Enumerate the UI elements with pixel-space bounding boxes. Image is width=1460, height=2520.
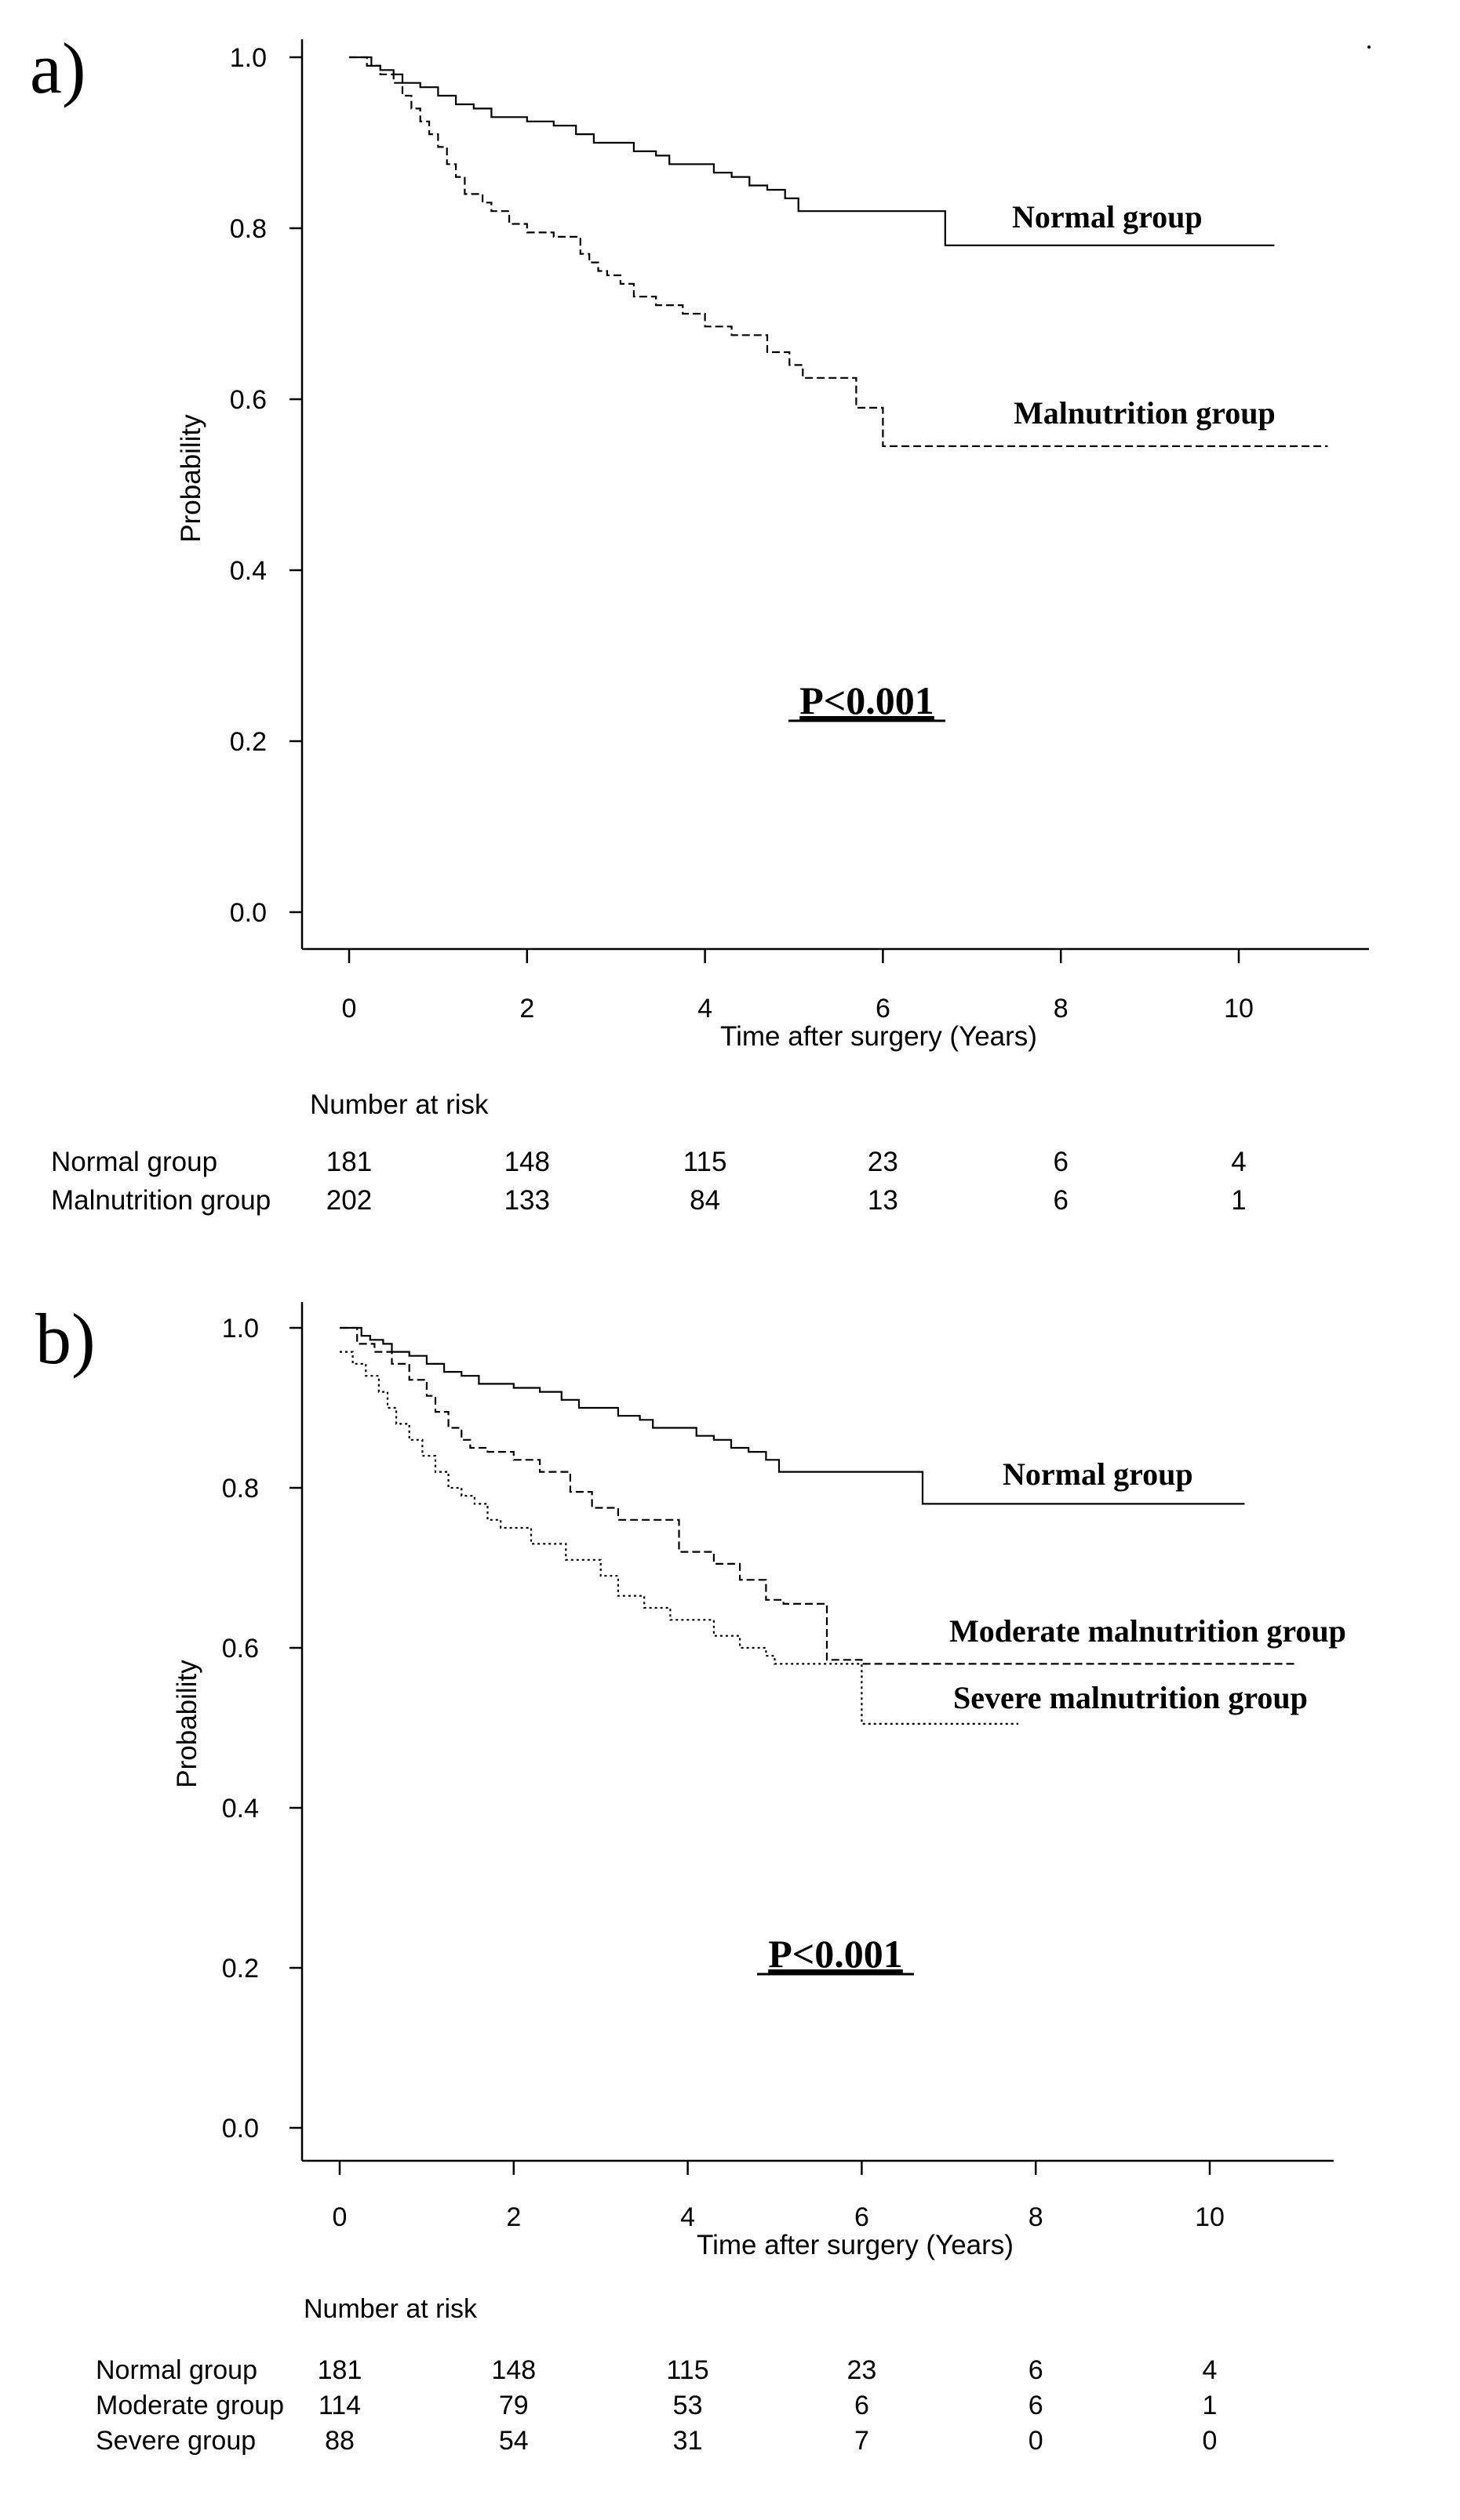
x-tick-label: 0 <box>333 2202 348 2232</box>
risk-table-value: 133 <box>504 1185 550 1216</box>
risk-table-value: 0 <box>1029 2426 1043 2456</box>
panel-label: a) <box>30 28 86 108</box>
y-tick-label: 0.2 <box>230 727 267 757</box>
y-tick-label: 0.8 <box>230 214 267 244</box>
risk-table-value: 7 <box>854 2426 869 2456</box>
risk-table-row-label: Normal group <box>96 2355 257 2385</box>
x-tick-label: 8 <box>1054 994 1069 1024</box>
x-tick-label: 8 <box>1029 2202 1043 2232</box>
risk-table-value: 13 <box>868 1185 898 1216</box>
risk-table-value: 53 <box>673 2391 703 2420</box>
risk-table-value: 202 <box>326 1185 372 1216</box>
y-tick-label: 0.8 <box>222 1474 259 1504</box>
risk-table-value: 6 <box>854 2391 869 2420</box>
survival-curve-malnutrition-group <box>349 56 1328 447</box>
y-tick-label: 0.0 <box>230 898 267 928</box>
risk-table-value: 6 <box>1029 2391 1043 2420</box>
series-label: Normal group <box>1003 1456 1193 1492</box>
risk-table-value: 1 <box>1231 1185 1246 1216</box>
risk-table-value: 31 <box>673 2426 703 2456</box>
survival-curve-severe-malnutrition-group <box>340 1351 1018 1725</box>
risk-table-value: 23 <box>847 2355 876 2385</box>
y-tick-label: 0.2 <box>222 1954 259 1984</box>
y-tick-label: 0.4 <box>222 1794 259 1824</box>
y-tick-label: 0.0 <box>222 2114 259 2144</box>
survival-curve-moderate-malnutrition-group <box>340 1326 1297 1665</box>
y-tick-label: 1.0 <box>230 43 267 73</box>
risk-table-value: 115 <box>666 2355 708 2385</box>
y-tick-label: 0.6 <box>222 1634 259 1664</box>
risk-table-value: 114 <box>319 2391 361 2420</box>
x-tick-label: 4 <box>680 2202 695 2232</box>
series-label: Severe malnutrition group <box>953 1680 1308 1715</box>
risk-table-value: 4 <box>1231 1147 1246 1177</box>
x-tick-label: 6 <box>854 2202 869 2232</box>
risk-table-title: Number at risk <box>310 1089 489 1120</box>
risk-table-value: 0 <box>1203 2426 1218 2456</box>
series-label: Malnutrition group <box>1014 395 1276 431</box>
p-value-annotation: P<0.001 <box>799 678 934 722</box>
series-label: Normal group <box>1012 199 1203 235</box>
x-tick-label: 2 <box>506 2202 521 2232</box>
risk-table-value: 84 <box>690 1185 720 1216</box>
x-axis-title: Time after surgery (Years) <box>697 2230 1014 2260</box>
risk-table-row-label: Severe group <box>96 2426 256 2456</box>
risk-table-value: 6 <box>1053 1185 1068 1216</box>
risk-table-value: 6 <box>1053 1147 1068 1177</box>
risk-table-value: 148 <box>504 1147 550 1177</box>
stray-dot <box>1367 45 1371 49</box>
survival-curve-normal-group <box>349 56 1275 246</box>
y-tick-label: 0.6 <box>230 385 267 415</box>
x-tick-label: 10 <box>1224 994 1254 1024</box>
x-tick-label: 2 <box>519 994 534 1024</box>
x-axis-title: Time after surgery (Years) <box>720 1021 1037 1052</box>
y-axis-title: Probability <box>176 414 206 543</box>
risk-table-value: 181 <box>318 2355 362 2385</box>
risk-table-value: 4 <box>1203 2355 1218 2385</box>
risk-table-row-label: Moderate group <box>96 2391 284 2420</box>
risk-table-title: Number at risk <box>304 2294 478 2324</box>
risk-table-value: 148 <box>491 2355 536 2385</box>
risk-table-row-label: Malnutrition group <box>51 1185 271 1216</box>
series-label: Moderate malnutrition group <box>949 1613 1346 1649</box>
y-axis-title: Probability <box>172 1660 202 1788</box>
risk-table-value: 23 <box>868 1147 898 1177</box>
x-tick-label: 0 <box>342 994 357 1024</box>
y-tick-label: 1.0 <box>222 1314 259 1344</box>
risk-table-value: 79 <box>499 2391 529 2420</box>
risk-table-value: 115 <box>683 1147 727 1177</box>
x-tick-label: 10 <box>1195 2202 1225 2232</box>
panel-label: b) <box>35 1299 96 1379</box>
p-value-annotation: P<0.001 <box>768 1932 903 1976</box>
risk-table-row-label: Normal group <box>51 1147 217 1177</box>
risk-table-value: 181 <box>326 1147 372 1177</box>
risk-table-value: 1 <box>1203 2391 1218 2420</box>
risk-table-value: 6 <box>1029 2355 1043 2385</box>
x-tick-label: 4 <box>697 994 712 1024</box>
x-tick-label: 6 <box>876 994 890 1024</box>
y-tick-label: 0.4 <box>230 556 267 586</box>
risk-table-value: 88 <box>325 2426 355 2456</box>
risk-table-value: 54 <box>499 2426 529 2456</box>
